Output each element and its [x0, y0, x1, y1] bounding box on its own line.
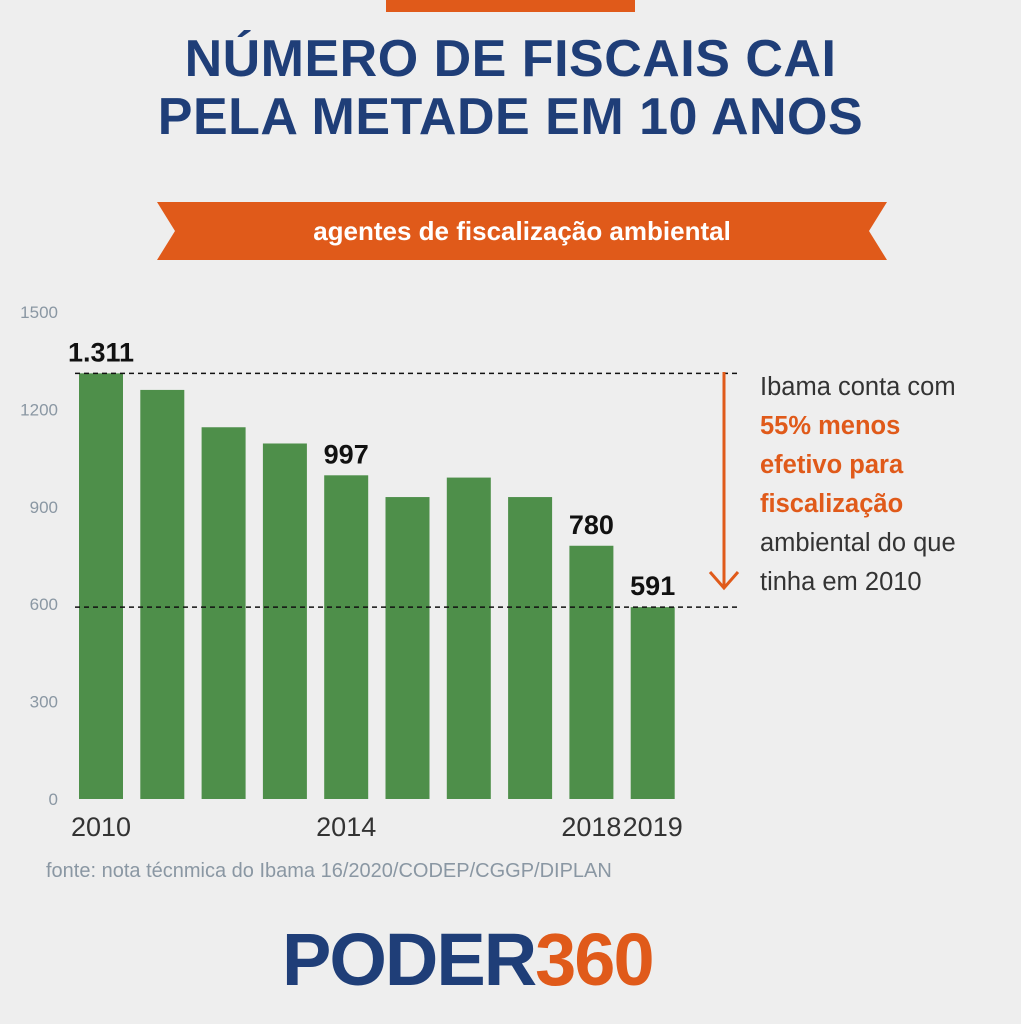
- x-tick-label: 2010: [71, 812, 131, 842]
- y-tick-label: 300: [30, 693, 58, 712]
- title-line-2: PELA METADE EM 10 ANOS: [157, 88, 864, 146]
- bar: [569, 545, 614, 799]
- annotation-line-6: tinha em 2010: [760, 568, 922, 596]
- annotation-highlight-2: efetivo para: [760, 451, 904, 479]
- bar: [79, 373, 123, 799]
- annotation-line-5: ambiental do que: [760, 529, 956, 557]
- data-label: 591: [630, 571, 675, 601]
- bar: [262, 443, 307, 799]
- bar: [324, 475, 369, 799]
- chart-subtitle: agentes de fiscalização ambiental: [313, 216, 731, 246]
- source-note: fonte: nota técnmica do Ibama 16/2020/CO…: [46, 860, 612, 882]
- x-tick-label: 2018: [561, 812, 621, 842]
- top-accent-bar: [386, 0, 635, 12]
- bar: [508, 497, 553, 799]
- page-title: NÚMERO DE FISCAIS CAI PELA METADE EM 10 …: [0, 30, 1021, 146]
- data-label: 997: [324, 439, 369, 469]
- annotation-text: Ibama conta com 55% menos efetivo para f…: [760, 368, 1015, 602]
- y-tick-label: 900: [30, 498, 58, 517]
- poder360-logo: PODER360: [282, 923, 655, 997]
- y-tick-label: 1200: [20, 400, 58, 419]
- data-label: 1.311: [68, 337, 134, 367]
- arrow-down-icon: [708, 571, 740, 591]
- y-tick-label: 1500: [20, 303, 58, 322]
- bar: [446, 477, 491, 799]
- x-tick-label: 2019: [623, 812, 683, 842]
- bar: [630, 607, 675, 799]
- x-tick-label: 2014: [316, 812, 376, 842]
- annotation-line-1: Ibama conta com: [760, 373, 956, 401]
- subtitle-ribbon: agentes de fiscalização ambiental: [157, 202, 887, 260]
- y-tick-label: 600: [30, 595, 58, 614]
- data-label: 780: [569, 510, 614, 540]
- logo-word: PODER: [282, 918, 537, 1001]
- ribbon-shape: [157, 202, 887, 260]
- bar: [201, 427, 246, 799]
- bar: [385, 497, 430, 799]
- bar: [140, 389, 185, 799]
- y-tick-label: 0: [49, 790, 58, 809]
- title-line-1: NÚMERO DE FISCAIS CAI: [184, 30, 837, 88]
- logo-number: 360: [535, 918, 654, 1001]
- annotation-highlight-3: fiscalização: [760, 490, 904, 518]
- annotation-highlight-1: 55% menos: [760, 412, 901, 440]
- bar-chart: 0 300 600 900 1200 1500 1.311 997 780 591 2010 2014…: [20, 303, 740, 842]
